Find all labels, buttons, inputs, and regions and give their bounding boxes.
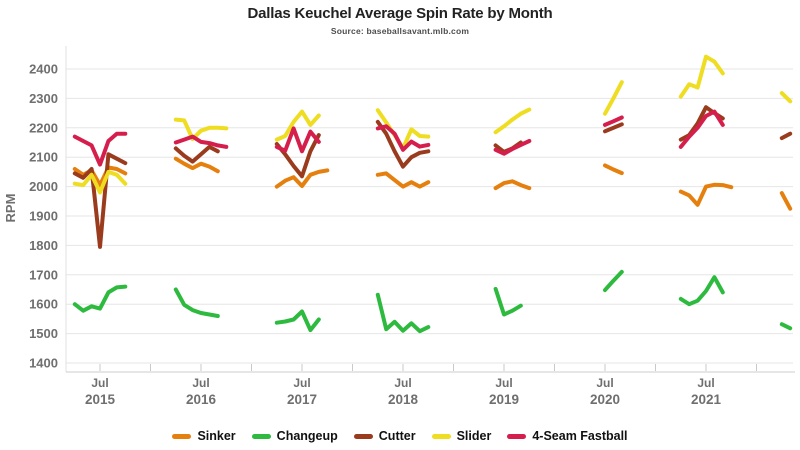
- x-axis-month-label: Jul: [394, 376, 411, 390]
- series-line-slider: [493, 107, 532, 135]
- legend-label-sinker: Sinker: [197, 429, 236, 443]
- x-axis-year-label: 2020: [590, 392, 620, 407]
- legend-item-slider[interactable]: Slider: [431, 429, 492, 443]
- y-axis-title: RPM: [3, 194, 18, 223]
- series-line-slider: [274, 109, 321, 142]
- series-line-4-seam-fastball: [493, 139, 532, 156]
- y-axis-tick-label: 1400: [29, 356, 58, 371]
- y-axis-tick-label: 2300: [29, 91, 58, 106]
- x-axis-year-label: 2017: [287, 392, 317, 407]
- series-line-cutter: [603, 122, 624, 134]
- series-line-4-seam-fastball: [375, 124, 431, 152]
- series-line-cutter: [72, 152, 128, 249]
- y-axis-tick-label: 1600: [29, 297, 58, 312]
- y-axis-tick-label: 2100: [29, 150, 58, 165]
- legend-label-cutter: Cutter: [378, 429, 416, 443]
- x-axis-year-label: 2019: [489, 392, 519, 407]
- x-axis-month-label: Jul: [91, 376, 108, 390]
- series-line-slider: [603, 80, 624, 116]
- series-line-sinker: [493, 179, 532, 191]
- legend-label-slider: Slider: [456, 429, 492, 443]
- series-line-changeup: [603, 269, 624, 293]
- legend-label-4-seam-fastball: 4-Seam Fastball: [532, 429, 628, 443]
- series-line-slider: [678, 54, 725, 99]
- series-line-sinker: [72, 165, 128, 188]
- x-axis-month-label: Jul: [192, 376, 209, 390]
- x-axis-year-label: 2015: [85, 392, 116, 407]
- series-line-cutter: [274, 133, 321, 179]
- series-line-cutter: [173, 144, 220, 164]
- series-line-4-seam-fastball: [603, 115, 624, 127]
- series-line-cutter: [779, 131, 793, 141]
- y-axis-tick-label: 1700: [29, 267, 58, 282]
- series-line-4-seam-fastball: [678, 109, 725, 149]
- y-axis-tick-label: 1500: [29, 326, 58, 341]
- series-line-changeup: [173, 287, 220, 318]
- y-axis-tick-label: 2400: [29, 62, 58, 77]
- legend-swatch-cutter: [353, 433, 373, 439]
- series-line-sinker: [779, 191, 793, 211]
- series-line-sinker: [678, 182, 734, 207]
- legend: Sinker Changeup Cutter Slider 4-Seam Fastbal…: [0, 429, 800, 443]
- x-axis-year-label: 2018: [388, 392, 419, 407]
- series-line-changeup: [779, 322, 793, 331]
- series-line-changeup: [493, 286, 523, 317]
- series-line-cutter: [375, 119, 431, 169]
- x-axis-month-label: Jul: [293, 376, 310, 390]
- series-line-changeup: [375, 292, 431, 334]
- legend-swatch-changeup: [251, 433, 271, 439]
- series-line-changeup: [678, 275, 725, 307]
- legend-swatch-sinker: [172, 433, 192, 439]
- legend-label-changeup: Changeup: [276, 429, 338, 443]
- series-line-slider: [779, 91, 793, 104]
- y-axis-tick-label: 1800: [29, 238, 58, 253]
- legend-item-cutter[interactable]: Cutter: [353, 429, 416, 443]
- series-line-sinker: [375, 171, 431, 189]
- legend-item-sinker[interactable]: Sinker: [172, 429, 236, 443]
- y-axis-tick-label: 1900: [29, 209, 58, 224]
- series-line-changeup: [72, 284, 128, 313]
- series-line-4-seam-fastball: [72, 131, 128, 167]
- x-axis-month-label: Jul: [596, 376, 613, 390]
- series-line-changeup: [274, 309, 321, 333]
- x-axis-month-label: Jul: [697, 376, 714, 390]
- legend-item-changeup[interactable]: Changeup: [251, 429, 338, 443]
- legend-swatch-4-seam-fastball: [507, 433, 527, 439]
- series-line-sinker: [274, 168, 330, 189]
- series-line-sinker: [173, 156, 220, 174]
- legend-item-4-seam-fastball[interactable]: 4-Seam Fastball: [507, 429, 628, 443]
- legend-swatch-slider: [431, 433, 451, 439]
- series-line-4-seam-fastball: [274, 126, 321, 154]
- x-axis-month-label: Jul: [495, 376, 512, 390]
- x-axis-year-label: 2021: [691, 392, 722, 407]
- series-line-slider: [173, 117, 229, 141]
- series-line-sinker: [603, 163, 624, 176]
- series-line-slider: [72, 169, 128, 195]
- chart-subtitle: Source: baseballsavant.mlb.com: [330, 26, 470, 36]
- y-axis-tick-label: 2000: [29, 179, 58, 194]
- x-axis-year-label: 2016: [186, 392, 217, 407]
- series-line-4-seam-fastball: [173, 134, 229, 149]
- chart-title: Dallas Keuchel Average Spin Rate by Mont…: [247, 5, 553, 22]
- y-axis-tick-label: 2200: [29, 120, 58, 135]
